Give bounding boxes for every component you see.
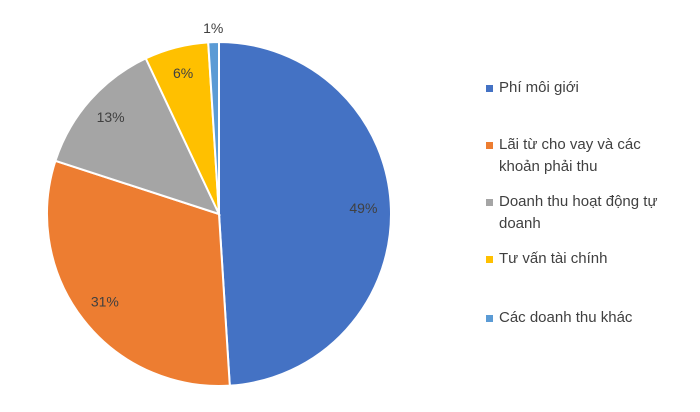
legend-item: Tư vấn tài chính [486, 248, 676, 270]
legend-label: Doanh thu hoạt động tự doanh [499, 193, 658, 232]
data-label: 1% [203, 20, 223, 36]
legend-label: Phí môi giới [499, 79, 579, 96]
legend-swatch [486, 315, 493, 322]
legend-swatch [486, 256, 493, 263]
pie-area: 49% 31% 13% 6% 1% [46, 20, 393, 387]
legend-label: Lãi từ cho vay và các khoản phải thu [499, 136, 641, 175]
legend-label: Tư vấn tài chính [499, 250, 608, 267]
legend-swatch [486, 85, 493, 92]
legend-swatch [486, 199, 493, 206]
pie-slice [218, 40, 393, 387]
pie-slice [54, 57, 221, 216]
data-label: 49% [349, 200, 377, 216]
data-label: 6% [173, 65, 193, 81]
legend-item: Các doanh thu khác [486, 307, 676, 329]
data-label: 13% [97, 109, 125, 125]
legend-item: Lãi từ cho vay và các khoản phải thu [486, 134, 676, 178]
legend-item: Phí môi giới [486, 77, 676, 99]
pie-slice [207, 40, 220, 215]
legend-item: Doanh thu hoạt động tự doanh [486, 191, 676, 235]
legend-swatch [486, 142, 493, 149]
legend-label: Các doanh thu khác [499, 309, 633, 326]
data-label: 31% [91, 293, 119, 309]
pie-slice [46, 159, 231, 387]
